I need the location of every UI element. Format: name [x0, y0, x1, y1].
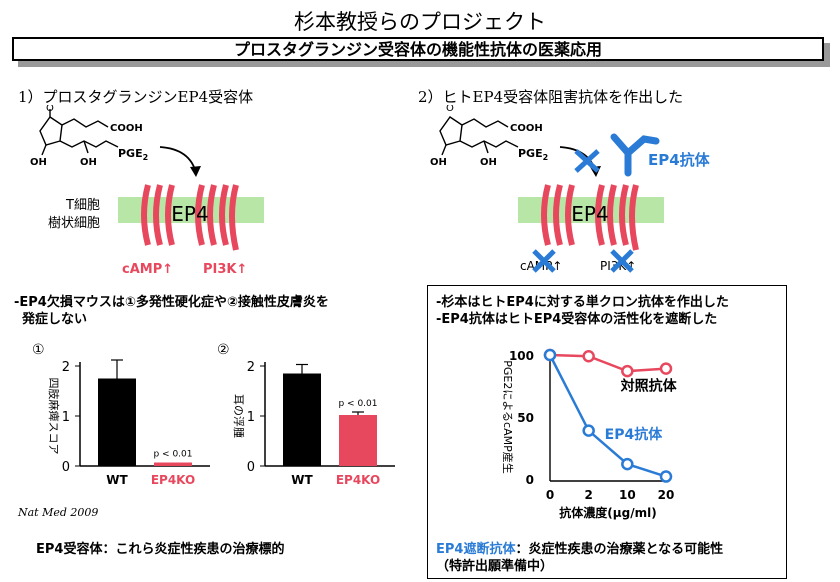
- bar-wt: [98, 378, 136, 466]
- ep4-receptor-coils-right: [541, 184, 639, 251]
- pge2-ketone-o: O: [46, 105, 54, 114]
- right-box-line2: -EP4抗体はヒトEP4受容体の活性化を遮断した: [436, 312, 718, 327]
- series-line-0: [549, 353, 667, 373]
- x-tick-label: EP4KO: [151, 473, 195, 487]
- data-point: [582, 349, 595, 363]
- binding-arrow: [159, 146, 197, 174]
- bar-wt: [283, 373, 321, 466]
- y-tick-label: 2: [247, 360, 255, 375]
- left-receptor-diagram: O COOH OH OH PGE2 EP4 T細胞 樹状細胞 cAMP↑ PI3…: [30, 105, 264, 277]
- camp-label: cAMP↑: [122, 262, 173, 277]
- left-note-line1: -EP4欠損マウスは①多発性硬化症や②接触性皮膚炎を: [14, 295, 329, 310]
- citation: Nat Med 2009: [18, 506, 99, 519]
- right-heading: 2）ヒトEP4受容体阻害抗体を作出した: [418, 88, 684, 106]
- block-x-icon-top: [574, 149, 600, 173]
- ep4-receptor-label: EP4: [171, 202, 208, 226]
- cell-type-line1: T細胞: [65, 198, 100, 213]
- series-line-1: [548, 354, 667, 478]
- chart-ear-edema: ② 0 1 2 耳の浮腫 WT EP4KO p < 0.01: [217, 342, 395, 487]
- x-tick-label: WT: [291, 473, 313, 487]
- y-tick-label: 1: [247, 410, 255, 425]
- pi3k-label: PI3K↑: [203, 262, 247, 277]
- y-axis-label: 四肢麻痺スコア: [47, 378, 61, 455]
- x-axis-label: 抗体濃度(μg/ml): [559, 505, 656, 520]
- ep4-receptor-label-right: EP4: [571, 202, 608, 226]
- x-tick-label: WT: [106, 473, 128, 487]
- p-value-annotation: p < 0.01: [153, 450, 192, 460]
- data-point: [621, 364, 634, 378]
- y-tick-label: 2: [62, 360, 70, 375]
- left-conclusion: EP4受容体：これら炎症性疾患の治療標的: [36, 542, 285, 557]
- y-tick-label: 0: [62, 460, 70, 475]
- slide-subtitle: プロスタグランジン受容体の機能性抗体の医薬応用: [12, 37, 824, 61]
- cooh-label-right: COOH: [510, 123, 543, 134]
- oh-label-2-right: OH: [480, 157, 497, 168]
- bar-ep4ko: [339, 415, 377, 466]
- data-point: [621, 457, 634, 471]
- block-x-icon-camp: [532, 249, 556, 273]
- y-tick-label: 100: [509, 349, 534, 363]
- pge2-ketone-o-right: O: [446, 105, 454, 114]
- oh-label-1-right: OH: [430, 157, 447, 168]
- series-label-control: 対照抗体: [620, 378, 678, 395]
- left-heading: 1）プロスタグランジンEP4受容体: [18, 88, 254, 106]
- x-tick-label: 20: [658, 488, 675, 502]
- antibody-label: EP4抗体: [648, 151, 711, 169]
- y-tick-label: 0: [526, 473, 534, 487]
- y-axis-label: PGE2によるcAMP産生: [501, 360, 515, 473]
- data-point: [659, 470, 673, 483]
- x-tick-label: 10: [619, 488, 636, 502]
- right-receptor-diagram: O COOH OH OH PGE2 EP4抗体 EP4 cAMP↑ PI3K↑: [430, 105, 711, 273]
- cell-type-line2: 樹状細胞: [48, 216, 100, 231]
- right-box-line1: -杉本はヒトEP4に対する単クロン抗体を作出した: [436, 295, 729, 310]
- oh-label-1: OH: [30, 157, 47, 168]
- right-conclusion: EP4遮断抗体：炎症性疾患の治療薬となる可能性: [436, 538, 723, 557]
- pge2-label-right: PGE2: [518, 147, 548, 162]
- pge2-structure-right: [439, 116, 519, 156]
- p-value-annotation: p < 0.01: [338, 399, 377, 409]
- results-box: [427, 285, 787, 579]
- series-label-ep4: EP4抗体: [605, 426, 664, 443]
- oh-label-2: OH: [80, 157, 97, 168]
- pge2-structure: [39, 109, 119, 156]
- data-point: [582, 424, 595, 437]
- right-conclusion-rest: ：炎症性疾患の治療薬となる可能性: [515, 542, 724, 557]
- data-point: [543, 348, 557, 362]
- right-conclusion-line2: （特許出願準備中）: [436, 559, 554, 574]
- left-note-line2: 発症しない: [22, 312, 88, 327]
- x-tick-label: EP4KO: [336, 473, 380, 487]
- x-tick-label: 2: [584, 488, 592, 502]
- bar-ep4ko: [154, 462, 192, 466]
- y-tick-label: 50: [517, 411, 534, 425]
- binding-arrow-head: [190, 166, 201, 177]
- block-x-icon-pi3k: [610, 249, 634, 273]
- slide-title: 杉本教授らのプロジェクト: [294, 10, 546, 34]
- cooh-label: COOH: [110, 123, 143, 134]
- y-tick-label: 1: [62, 410, 70, 425]
- y-tick-label: 0: [247, 460, 255, 475]
- antibody-icon: [610, 133, 660, 177]
- x-tick-label: 0: [546, 488, 554, 502]
- pge2-label: PGE2: [118, 147, 148, 162]
- y-axis-label: 耳の浮腫: [232, 394, 246, 438]
- chart-marker-1: ①: [32, 342, 45, 358]
- right-conclusion-highlight: EP4遮断抗体: [436, 542, 516, 557]
- data-point: [659, 362, 673, 375]
- chart-marker-2: ②: [217, 342, 230, 358]
- ep4-receptor-coils: [141, 184, 239, 251]
